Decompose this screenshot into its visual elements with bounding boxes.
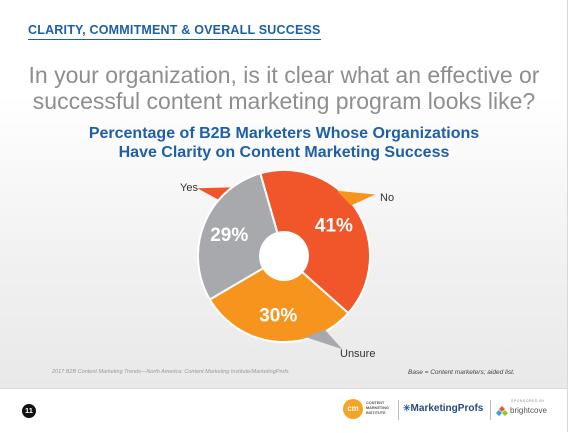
question-line-2: successful content marketing program loo… (32, 88, 536, 114)
section-title: CLARITY, COMMITMENT & OVERALL SUCCESS (28, 23, 321, 40)
brightcove-icon (496, 406, 508, 416)
chart-title: Percentage of B2B Marketers Whose Organi… (0, 124, 568, 162)
chart-title-line-2: Have Clarity on Content Marketing Succes… (118, 144, 450, 161)
category-label-unsure: Unsure (340, 348, 375, 360)
cmi-logo-text-line: CONTENT (366, 401, 385, 405)
logo-divider (490, 400, 491, 420)
marketingprofs-icon: ✳ (403, 403, 411, 413)
marketingprofs-text: MarketingProfs (410, 403, 484, 414)
slice-unsure (197, 172, 279, 301)
category-label-no: No (380, 192, 394, 204)
question-line-1: In your organization, is it clear what a… (28, 62, 540, 88)
slice-tail-yes (197, 187, 236, 201)
cmi-logo-text: CONTENT MARKETING INSTITUTE (366, 401, 396, 416)
value-label-yes: 41% (315, 216, 353, 237)
base-note: Base = Content marketers; aided list. (408, 369, 515, 376)
page-number: 11 (22, 404, 36, 418)
value-label-unsure: 29% (210, 225, 248, 246)
marketingprofs-logo: ✳MarketingProfs (403, 403, 483, 414)
slice-tail-no (336, 190, 376, 206)
value-label-no: 30% (259, 306, 297, 327)
cmi-logo-text-line: INSTITUTE (366, 411, 386, 415)
cmi-logo: cm CONTENT MARKETING INSTITUTE (343, 398, 395, 422)
donut-hole (261, 233, 307, 279)
slice-tail-unsure (305, 329, 343, 350)
category-label-yes: Yes (180, 182, 198, 194)
cmi-logo-icon: cm (343, 399, 363, 419)
logo-divider (398, 400, 399, 420)
source-note: 2017 B2B Content Marketing Trends—North … (52, 369, 289, 375)
brightcove-logo: brightcove (496, 405, 556, 419)
cmi-logo-text-line: MARKETING (366, 406, 389, 410)
question-text: In your organization, is it clear what a… (0, 62, 568, 114)
chart-title-line-1: Percentage of B2B Marketers Whose Organi… (88, 125, 480, 142)
footer-bar (0, 388, 567, 433)
brightcove-text: brightcove (510, 406, 547, 415)
sponsor-label: SPONSORED BY (511, 399, 546, 403)
slice-yes (259, 169, 371, 315)
